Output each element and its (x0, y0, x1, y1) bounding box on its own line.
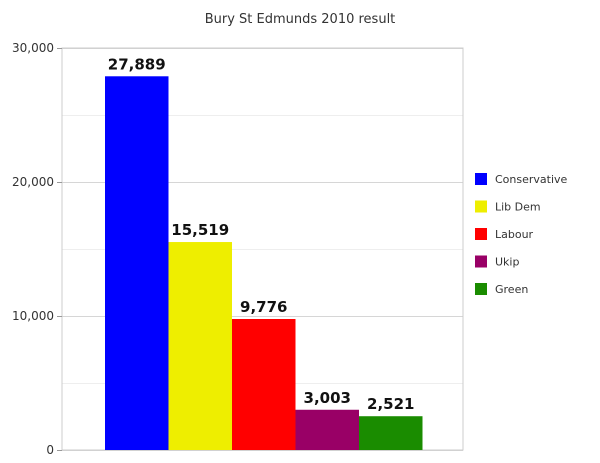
legend-swatch (475, 255, 487, 268)
y-tick-label: 20,000 (12, 175, 54, 189)
bars (105, 76, 423, 450)
bar-green (359, 416, 423, 450)
legend-label: Labour (495, 228, 534, 241)
bar-conservative (105, 76, 169, 450)
data-label: 15,519 (171, 221, 229, 239)
legend-label: Ukip (495, 256, 519, 269)
bar-ukip (295, 409, 359, 450)
legend-label: Conservative (495, 173, 568, 186)
data-label: 9,776 (240, 298, 287, 316)
y-tick-label: 10,000 (12, 309, 54, 323)
legend-swatch (475, 228, 487, 240)
data-label: 2,521 (367, 395, 414, 413)
legend-swatch (475, 200, 487, 213)
legend: Conservative Lib Dem Labour Ukip Green (475, 173, 568, 296)
bar-labour (232, 319, 296, 450)
chart-title: Bury St Edmunds 2010 result (205, 12, 396, 27)
y-tick-label: 0 (46, 443, 54, 457)
legend-label: Green (495, 283, 528, 296)
data-labels: 27,889 15,519 9,776 3,003 2,521 (108, 55, 415, 413)
y-axis: 0 10,000 20,000 30,000 (12, 41, 62, 457)
legend-swatch (475, 283, 487, 295)
y-tick-label: 30,000 (12, 41, 54, 55)
data-label: 3,003 (304, 389, 351, 407)
legend-label: Lib Dem (495, 201, 541, 214)
bar-lib-dem (168, 242, 232, 450)
legend-swatch (475, 173, 487, 185)
data-label: 27,889 (108, 55, 166, 73)
